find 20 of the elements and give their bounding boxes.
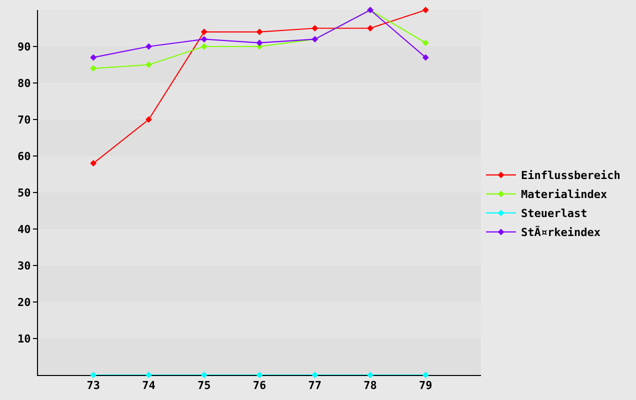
x-tick-label: 78 xyxy=(364,379,377,392)
x-tick-label: 77 xyxy=(308,379,322,392)
y-tick-label: 40 xyxy=(18,222,31,236)
legend-label: StÃ¤rkeindex xyxy=(521,225,601,240)
y-tick-label: 10 xyxy=(18,332,31,346)
y-tick-label: 60 xyxy=(18,150,31,163)
y-tick-label: 70 xyxy=(18,113,31,126)
y-tick-label: 20 xyxy=(18,296,31,309)
x-tick-label: 74 xyxy=(142,379,156,392)
x-tick-label: 76 xyxy=(252,379,266,392)
x-tick-label: 73 xyxy=(86,379,100,392)
legend-label: Einflussbereich xyxy=(521,169,620,182)
legend-label: Steuerlast xyxy=(521,207,588,220)
y-tick-label: 50 xyxy=(18,186,31,200)
legend-label: Materialindex xyxy=(521,188,608,202)
y-tick-label: 80 xyxy=(18,76,31,90)
x-tick-label: 75 xyxy=(198,379,211,392)
y-tick-label: 30 xyxy=(18,259,31,272)
y-tick-label: 90 xyxy=(18,40,31,54)
x-tick-label: 79 xyxy=(419,379,432,392)
